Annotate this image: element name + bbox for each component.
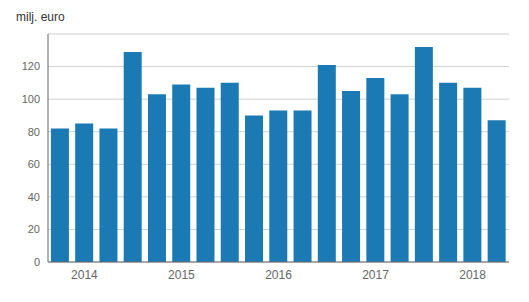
svg-text:120: 120 [22,60,40,72]
svg-text:2015: 2015 [168,268,195,282]
svg-text:0: 0 [34,256,40,268]
html-text:milj. euro: milj. euro [16,10,65,24]
svg-text:40: 40 [28,191,40,203]
svg-text:2017: 2017 [362,268,389,282]
svg-text:20: 20 [28,223,40,235]
svg-text:80: 80 [28,126,40,138]
svg-text:100: 100 [22,93,40,105]
svg-text:60: 60 [28,158,40,170]
svg-text:2016: 2016 [265,268,292,282]
svg-text:2014: 2014 [71,268,98,282]
svg-text:2018: 2018 [459,268,486,282]
